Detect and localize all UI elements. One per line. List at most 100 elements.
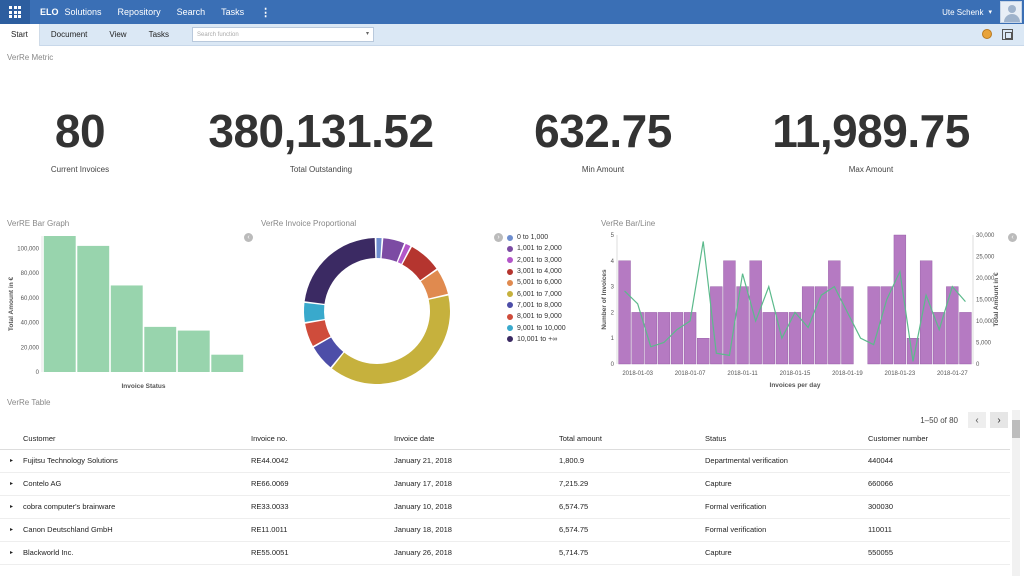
prev-page-button[interactable]: ‹ [968,412,986,428]
y2-tick-label: 0 [976,362,980,368]
nav-tasks[interactable]: Tasks [221,7,245,17]
legend-item[interactable]: 3,001 to 4,000 [507,266,566,277]
table-row[interactable]: ▸ Contelo AG RE66.0069 January 17, 2018 … [0,472,1010,496]
settings-badge-icon[interactable] [982,29,992,39]
expand-row-icon[interactable]: ▸ [0,495,23,519]
donut-slice[interactable] [402,246,437,281]
y-tick-label: 0 [36,370,40,376]
donut-slice[interactable] [304,238,376,304]
donut-slice[interactable] [376,238,382,259]
chevron-right-icon[interactable]: › [494,233,503,242]
user-menu[interactable]: Ute Schenk ▾ [942,0,992,24]
column-header-customer-number[interactable]: Customer number [868,428,1010,450]
donut-slice[interactable] [420,270,448,299]
avatar[interactable] [1000,1,1022,23]
bar[interactable] [736,286,749,365]
bar[interactable] [959,312,972,365]
y-tick-label: 4 [611,259,615,265]
bar[interactable] [815,286,828,365]
x-tick-label: 2018-01-11 [727,371,758,377]
bar[interactable] [880,286,893,365]
bar[interactable] [144,326,177,372]
bar[interactable] [697,337,710,365]
bar[interactable] [43,236,76,372]
expand-row-icon[interactable]: ▸ [0,518,23,542]
more-menu-icon[interactable]: ⋮ [260,6,272,19]
bar[interactable] [211,354,244,372]
bar[interactable] [762,312,775,365]
expand-row-icon[interactable]: ▸ [0,472,23,496]
bar[interactable] [933,312,946,365]
column-header-invoice-date[interactable]: Invoice date [394,428,559,450]
metric-total-outstanding: 380,131.52 Total Outstanding [191,105,451,174]
bar[interactable] [618,260,631,365]
column-header-invoice-no[interactable]: Invoice no. [251,428,394,450]
legend-item[interactable]: 6,001 to 7,000 [507,288,566,299]
donut-slice[interactable] [331,295,450,384]
donut-slice[interactable] [381,238,405,262]
column-header-total-amount[interactable]: Total amount [559,428,705,450]
table-row[interactable]: ▸ Fujitsu Technology Solutions RE44.0042… [0,449,1010,473]
bar[interactable] [710,286,723,365]
legend-item[interactable]: 2,001 to 3,000 [507,255,566,266]
donut-slice[interactable] [305,320,331,346]
pager-range: 1–50 of 80 [920,415,958,425]
bar[interactable] [723,260,736,365]
cell-total-amount: 1,800.9 [559,449,705,473]
fullscreen-icon[interactable] [1002,29,1013,40]
bar[interactable] [77,245,110,372]
nav-repository[interactable]: Repository [117,7,161,17]
nav-solutions[interactable]: Solutions [64,7,102,17]
tab-start[interactable]: Start [0,23,40,46]
tab-tasks[interactable]: Tasks [148,30,170,39]
bar[interactable] [631,312,644,365]
bar[interactable] [946,286,959,365]
bar[interactable] [670,312,684,365]
tab-document[interactable]: Document [50,30,88,39]
column-header-status[interactable]: Status [705,428,868,450]
bar[interactable] [906,337,920,365]
legend-label: 7,001 to 8,000 [517,301,562,309]
bar[interactable] [749,260,762,365]
legend-item[interactable]: 8,001 to 9,000 [507,311,566,322]
cell-invoice-no: RE11.0011 [251,518,394,542]
legend-item[interactable]: 5,001 to 6,000 [507,277,566,288]
chevron-left-icon[interactable]: ‹ [1008,233,1017,242]
bar[interactable] [644,312,657,365]
bar[interactable] [893,234,907,365]
table-row[interactable]: ▸ Canon Deutschland GmbH RE11.0011 Janua… [0,518,1010,542]
donut-slice[interactable] [397,243,411,264]
bar[interactable] [110,285,143,372]
bar[interactable] [867,286,880,365]
expand-row-icon[interactable]: ▸ [0,541,23,565]
bar[interactable] [841,286,854,365]
legend-item[interactable]: 10,001 to +∞ [507,334,566,345]
tab-view[interactable]: View [109,30,127,39]
table-row[interactable]: ▸ Blackworld Inc. RE55.0051 January 26, … [0,541,1010,565]
donut-slice[interactable] [313,337,344,368]
table-scrollbar[interactable] [1012,410,1020,576]
bar[interactable] [919,260,933,365]
legend-item[interactable]: 0 to 1,000 [507,232,566,243]
bar[interactable] [801,286,815,365]
amount-line[interactable] [624,241,966,362]
app-launcher-button[interactable] [0,0,30,24]
expand-row-icon[interactable]: ▸ [0,449,23,473]
x-tick-label: 2018-01-27 [937,371,968,377]
bar[interactable] [657,312,671,365]
legend-swatch [507,313,513,320]
nav-search[interactable]: Search [176,7,206,17]
bar[interactable] [683,312,697,365]
legend-item[interactable]: 7,001 to 8,000 [507,300,566,311]
search-function-input[interactable]: Search function ▾ [192,27,374,42]
bar[interactable] [177,330,210,372]
legend-item[interactable]: 9,001 to 10,000 [507,322,566,333]
next-page-button[interactable]: › [990,412,1008,428]
bar[interactable] [828,260,841,365]
table-scrollbar-thumb[interactable] [1012,420,1020,438]
chevron-left-icon[interactable]: ‹ [244,233,253,242]
donut-slice[interactable] [304,302,325,322]
legend-item[interactable]: 1,001 to 2,000 [507,243,566,254]
column-header-customer[interactable]: Customer [23,428,251,450]
table-row[interactable]: ▸ cobra computer's brainware RE33.0033 J… [0,495,1010,519]
